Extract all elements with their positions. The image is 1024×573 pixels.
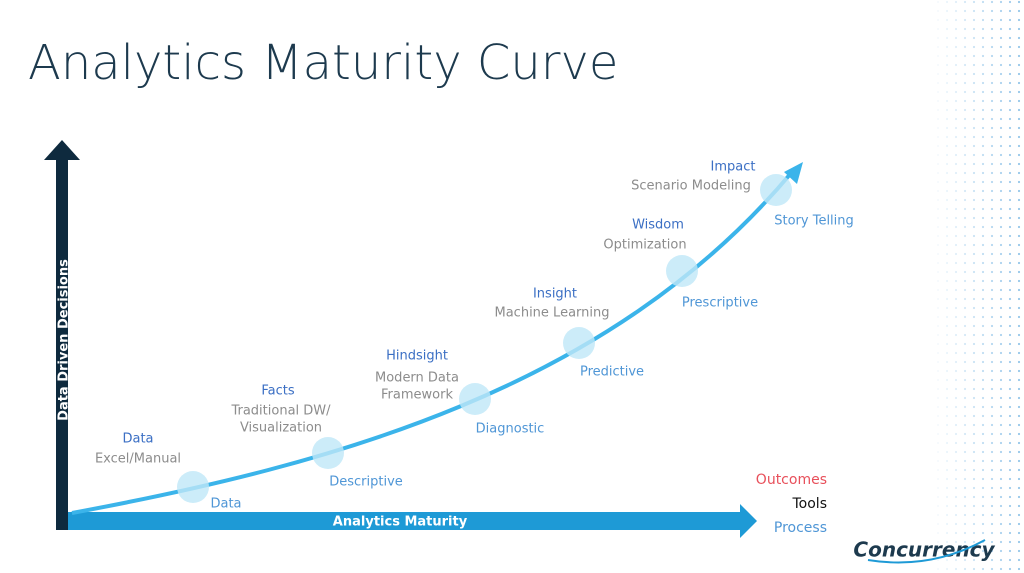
stage-tool: Visualization <box>240 421 322 436</box>
stage-outcome: Impact <box>711 160 756 175</box>
stages: Data Excel/Manual Data Facts Traditional DW/… <box>95 160 854 512</box>
stage-outcome: Insight <box>533 287 577 302</box>
stage-tool: Framework <box>381 388 453 403</box>
stage-tool: Optimization <box>603 238 686 253</box>
x-axis-label: Analytics Maturity <box>333 515 468 530</box>
stage-process: Data <box>210 497 241 512</box>
stage-tool: Modern Data <box>375 371 459 386</box>
stage-marker <box>563 327 595 359</box>
stage-marker <box>666 255 698 287</box>
legend-tools: Tools <box>792 496 828 512</box>
stage-marker <box>312 437 344 469</box>
y-axis-label: Data Driven Decisions <box>57 259 72 421</box>
title: Analytics Maturity Curve <box>28 35 618 91</box>
y-axis-arrow <box>44 140 80 530</box>
logo-swoosh <box>867 539 986 564</box>
stage-process: Descriptive <box>329 475 403 490</box>
x-axis-arrow <box>68 504 757 538</box>
stage-process: Diagnostic <box>476 422 545 437</box>
stage-process: Prescriptive <box>682 296 758 311</box>
legend-outcomes: Outcomes <box>756 472 827 488</box>
stage-process: Predictive <box>580 365 644 380</box>
stage-outcome: Facts <box>261 384 294 399</box>
stage-process: Story Telling <box>774 214 854 229</box>
legend-process: Process <box>774 520 827 536</box>
stage-marker <box>459 383 491 415</box>
stage-tool: Machine Learning <box>495 306 610 321</box>
stage-tool: Excel/Manual <box>95 452 181 467</box>
dot-pattern <box>930 0 1024 573</box>
stage-tool: Traditional DW/ <box>230 404 331 419</box>
curve-arrowhead <box>784 162 803 184</box>
logo: Concurrency <box>853 538 995 562</box>
stage-outcome: Hindsight <box>386 349 448 364</box>
stage-outcome: Data <box>122 432 153 447</box>
stage-tool: Scenario Modeling <box>631 179 751 194</box>
stage-outcome: Wisdom <box>632 218 684 233</box>
stage-marker <box>760 174 792 206</box>
stage-marker <box>177 471 209 503</box>
